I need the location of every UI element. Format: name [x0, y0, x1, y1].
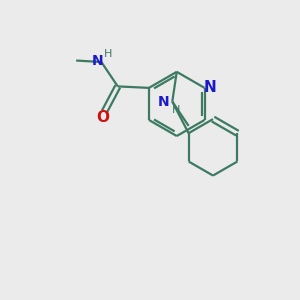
Text: H: H [172, 105, 180, 115]
Text: O: O [96, 110, 110, 124]
Text: N: N [92, 53, 103, 68]
Text: N: N [158, 95, 170, 109]
Text: H: H [104, 49, 112, 59]
Text: N: N [203, 80, 216, 95]
